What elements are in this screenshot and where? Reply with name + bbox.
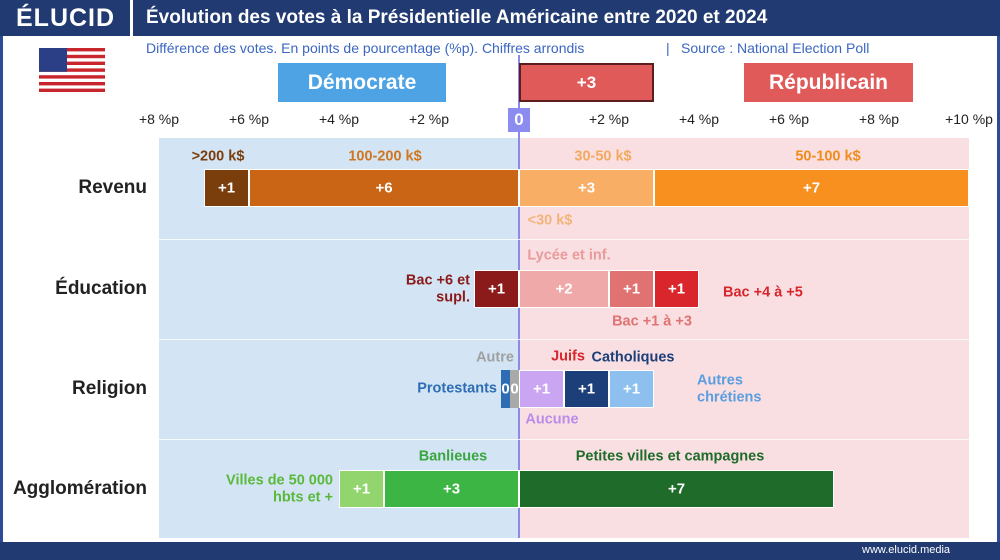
x-tick-label: +6 %p <box>768 110 810 127</box>
segment-label: <30 k$ <box>527 212 573 229</box>
row-separator <box>159 439 969 440</box>
value-label: +1 <box>622 280 641 298</box>
value-label: +7 <box>667 480 686 498</box>
x-tick-label: +4 %p <box>678 110 720 127</box>
value-label: +1 <box>217 179 236 197</box>
x-tick-label: +2 %p <box>408 110 450 127</box>
x-tick-label: +8 %p <box>858 110 900 127</box>
segment-bar <box>474 270 519 308</box>
category-label: Religion <box>72 378 147 400</box>
value-label: +7 <box>802 179 821 197</box>
segment-bar <box>204 169 249 207</box>
segment-label: Banlieues <box>418 448 488 465</box>
segment-bar <box>384 470 519 508</box>
segment-label: Catholiques <box>591 349 675 366</box>
segment-bar <box>519 470 834 508</box>
zero-chip <box>510 370 519 408</box>
x-tick-label: +2 %p <box>588 110 630 127</box>
header-bar <box>0 0 1000 36</box>
frame-right <box>997 36 1000 560</box>
value-label: +6 <box>375 179 393 197</box>
source: Source : National Election Poll <box>681 40 870 56</box>
segment-label: Autre <box>476 349 514 366</box>
row-separator <box>159 339 969 340</box>
segment-label: Aucune <box>525 411 579 428</box>
separator: | <box>666 40 670 56</box>
value-label: +2 <box>555 280 573 298</box>
logo-divider <box>130 0 133 36</box>
value-label: +3 <box>442 480 461 498</box>
value-label: 0 <box>510 380 519 398</box>
segment-label: Bac +6 et supl. <box>405 272 470 305</box>
segment-label: >200 k$ <box>191 148 245 165</box>
segment-bar <box>519 370 564 408</box>
segment-bar <box>519 169 654 207</box>
zero-tick-box <box>508 108 530 132</box>
subtitle: Différence des votes. En points de pourc… <box>146 40 585 56</box>
x-tick-label: +10 %p <box>945 110 993 127</box>
category-label: Éducation <box>55 278 147 300</box>
value-label: +1 <box>622 380 641 398</box>
logo: ÉLUCID <box>16 4 116 32</box>
value-label: +1 <box>487 280 506 298</box>
segment-label: 30-50 k$ <box>574 148 632 165</box>
x-tick-label: +6 %p <box>228 110 270 127</box>
title: Évolution des votes à la Présidentielle … <box>146 7 768 28</box>
total-bar <box>519 63 654 102</box>
segment-label: Villes de 50 000 hbts et + <box>226 472 333 505</box>
value-label: +1 <box>352 480 371 498</box>
segment-label: Bac +4 à +5 <box>723 284 803 301</box>
category-label: Revenu <box>78 177 147 199</box>
zero-chip <box>501 370 510 408</box>
value-label: 0 <box>501 380 510 398</box>
segment-bar <box>609 370 654 408</box>
value-label: +3 <box>577 179 596 197</box>
value-label: +1 <box>667 280 686 298</box>
segment-label: Protestants <box>417 380 497 397</box>
segment-bar <box>564 370 609 408</box>
total-label: +3 <box>576 73 597 93</box>
segment-bar <box>519 270 609 308</box>
value-label: +1 <box>577 380 596 398</box>
flag <box>39 48 105 92</box>
segment-label: Petites villes et campagnes <box>575 448 765 465</box>
footer-bar <box>0 542 1000 560</box>
footer-url: www.elucid.media <box>862 544 951 556</box>
segment-bar <box>249 169 519 207</box>
segment-label: Lycée et inf. <box>527 247 611 264</box>
legend-left: Démocrate <box>278 63 446 102</box>
x-tick-label: +8 %p <box>138 110 180 127</box>
segment-label: Juifs <box>551 348 585 365</box>
segment-bar <box>654 270 699 308</box>
frame-left <box>0 36 3 560</box>
segment-bar <box>339 470 384 508</box>
segment-label: Autres chrétiens <box>697 372 762 405</box>
category-label: Agglomération <box>12 478 147 500</box>
segment-bar <box>609 270 654 308</box>
segment-label: Bac +1 à +3 <box>612 313 692 330</box>
row-separator <box>159 239 969 240</box>
value-label: +1 <box>532 380 551 398</box>
legend-right: Républicain <box>744 63 913 102</box>
x-tick-label: +4 %p <box>318 110 360 127</box>
segment-label: 100-200 k$ <box>348 148 422 165</box>
segment-label: 50-100 k$ <box>795 148 861 165</box>
segment-bar <box>654 169 969 207</box>
x-tick-label: 0 <box>514 110 524 130</box>
